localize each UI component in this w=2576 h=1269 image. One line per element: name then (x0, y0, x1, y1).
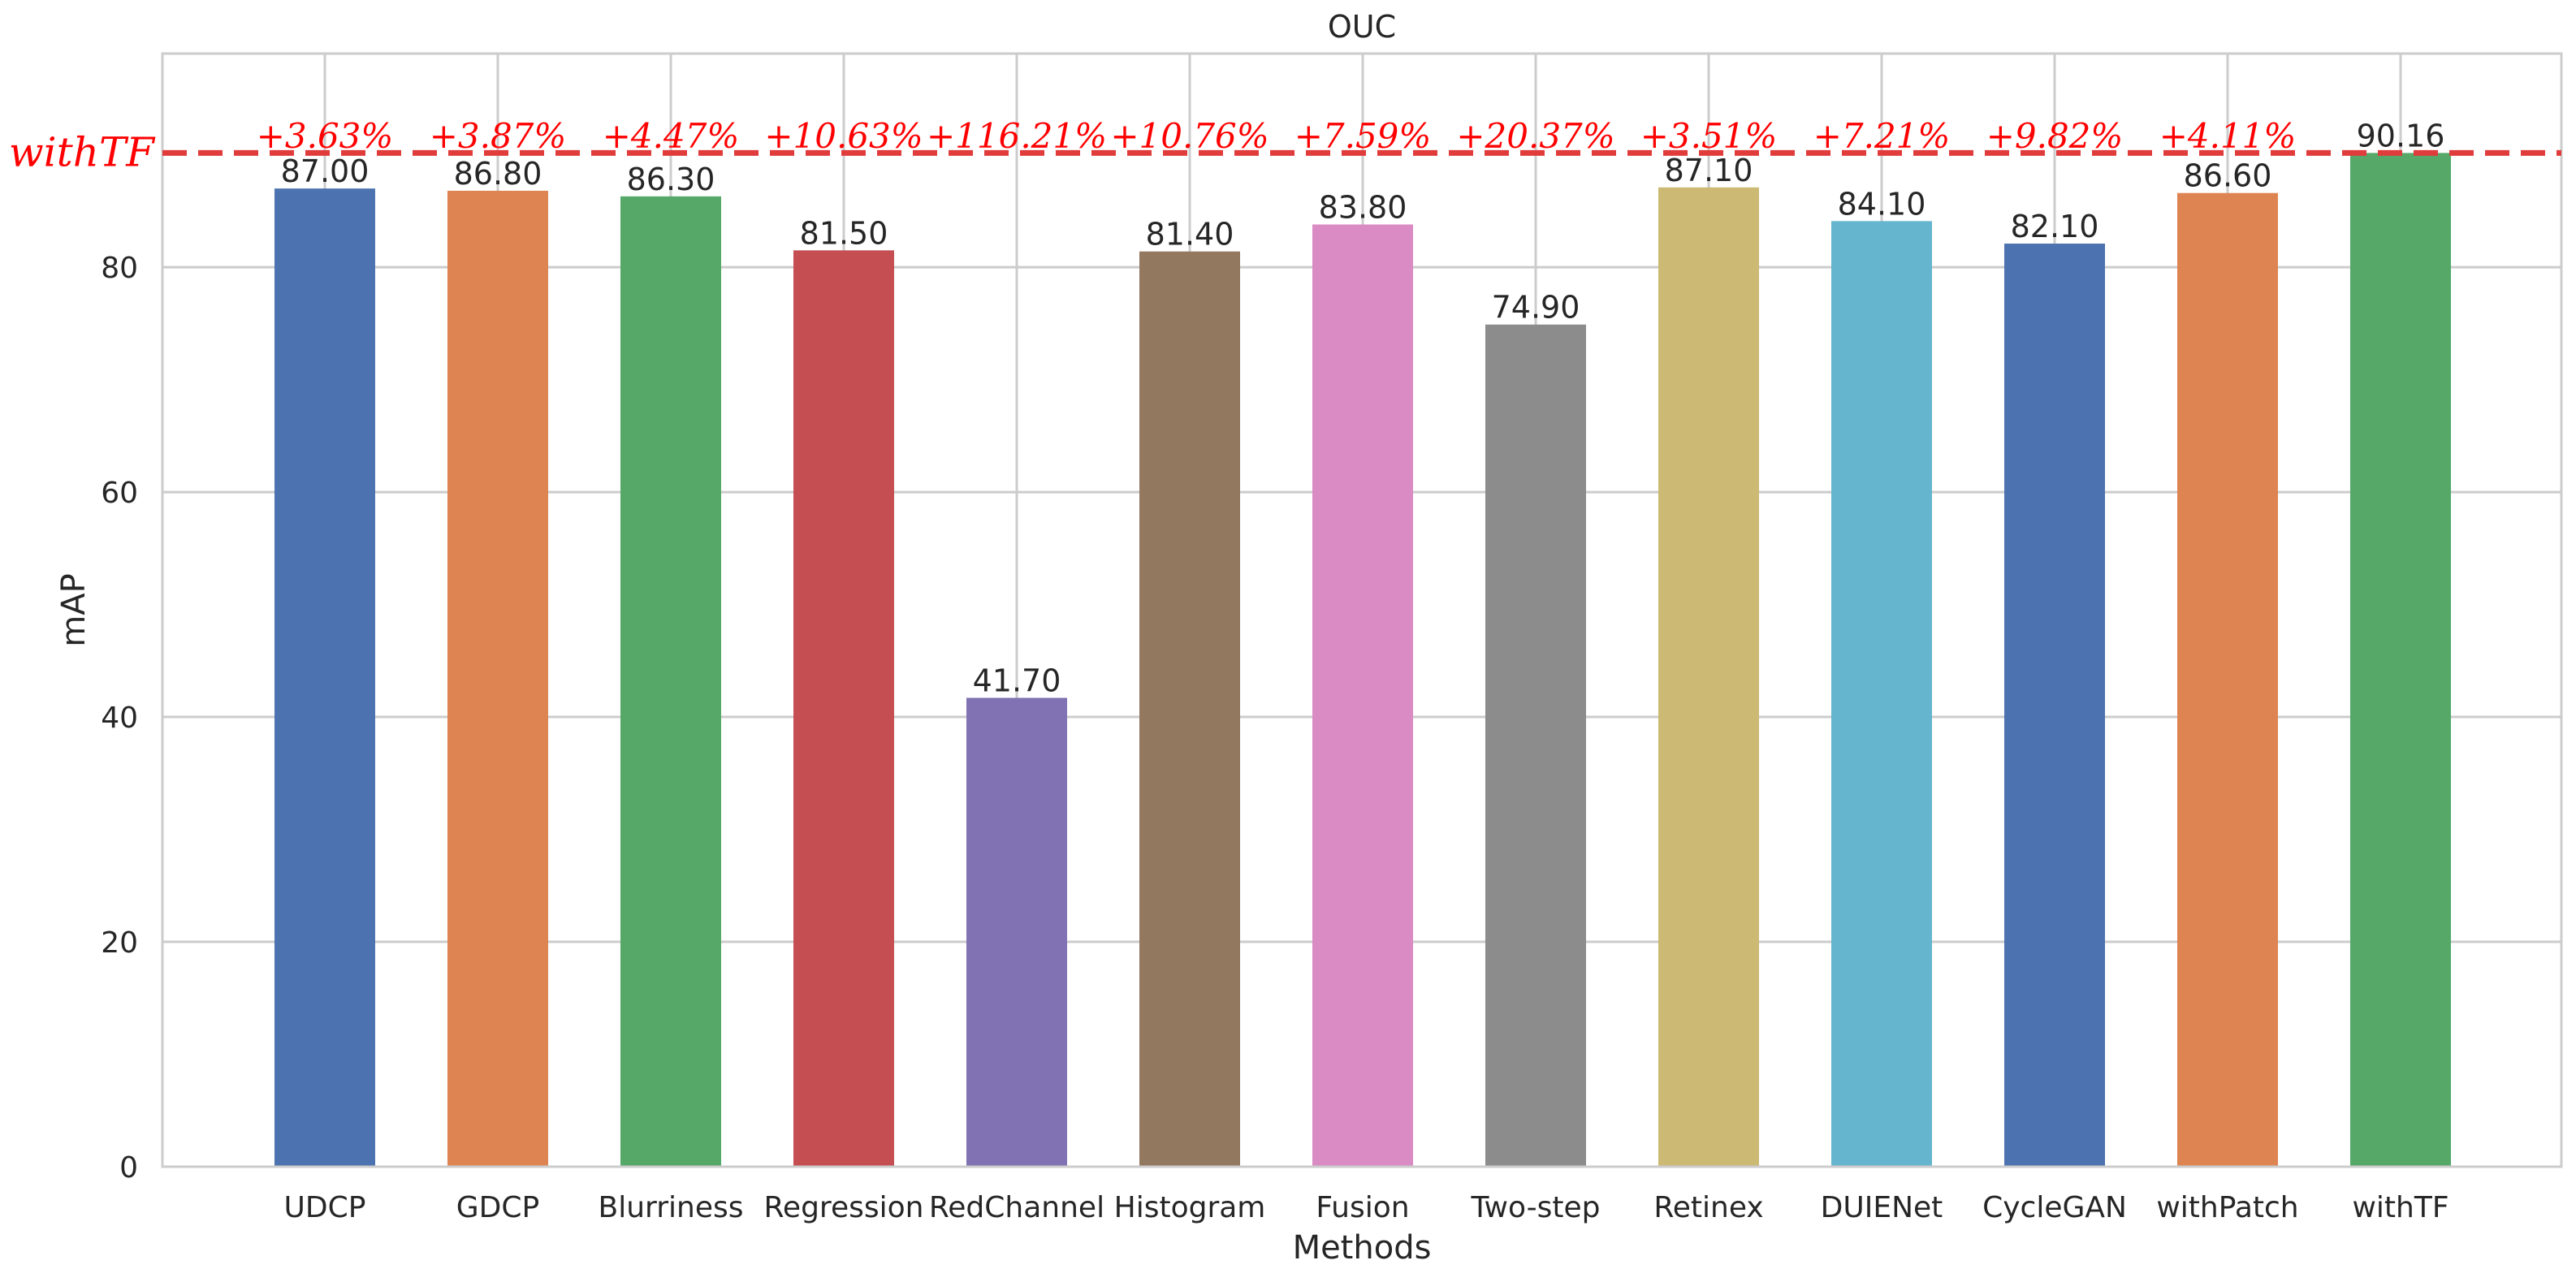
improvement-label: +20.37% (1456, 116, 1614, 156)
improvement-label: +9.82% (1986, 116, 2124, 156)
x-tick-label: RedChannel (929, 1191, 1104, 1224)
bar (1658, 187, 1759, 1167)
y-tick-label: 60 (101, 477, 138, 510)
x-tick-label: UDCP (284, 1191, 366, 1224)
tick-labels: 0 20 40 60 80 UDCP GDCP Blurriness Regression Red… (101, 252, 2448, 1224)
data-label: 84.10 (1838, 186, 1926, 222)
bar (274, 188, 375, 1167)
y-tick-label: 40 (101, 701, 138, 735)
data-label: 86.30 (627, 162, 715, 197)
data-label: 90.16 (2357, 118, 2445, 153)
bar (1139, 251, 1240, 1167)
x-tick-label: Regression (764, 1191, 924, 1224)
data-label: 83.80 (1319, 189, 1407, 225)
x-tick-label: Histogram (1114, 1191, 1266, 1224)
reference-line-label: withTF (9, 128, 156, 175)
data-label: 86.60 (2184, 158, 2272, 194)
data-label: 81.50 (800, 215, 888, 251)
improvement-label: +3.63% (257, 116, 394, 156)
x-tick-label: Blurriness (599, 1191, 744, 1224)
data-label: 41.70 (973, 663, 1061, 699)
data-label: 87.10 (1665, 153, 1753, 188)
bar (447, 190, 548, 1167)
bar (2350, 153, 2451, 1167)
value-labels: 87.00 86.80 86.30 81.50 41.70 81.40 83.80 74.90… (281, 118, 2445, 698)
x-tick-label: CycleGAN (1982, 1191, 2127, 1224)
y-tick-label: 80 (101, 252, 138, 285)
bar (1831, 221, 1932, 1168)
improvement-label: +3.51% (1640, 116, 1778, 156)
improvement-labels: +3.63% +3.87% +4.47% +10.63% +116.21% +10.76%… (257, 116, 2297, 156)
plot-frame (161, 52, 2563, 1168)
bar (966, 697, 1067, 1167)
improvement-label: +116.21% (927, 116, 1107, 156)
x-tick-label: DUIENet (1821, 1191, 1943, 1224)
improvement-label: +10.76% (1110, 116, 1269, 156)
bar (1485, 324, 1586, 1167)
improvement-label: +4.11% (2159, 116, 2297, 156)
bar (1312, 224, 1413, 1168)
y-tick-label: 0 (119, 1151, 138, 1185)
bar (2004, 244, 2105, 1167)
x-tick-label: withTF (2352, 1191, 2448, 1224)
improvement-label: +4.47% (603, 116, 740, 156)
x-axis-title: Methods (1293, 1229, 1432, 1267)
bar (2177, 192, 2278, 1168)
bars (274, 153, 2451, 1168)
y-tick-label: 20 (101, 926, 138, 960)
data-label: 81.40 (1146, 217, 1234, 253)
improvement-label: +7.59% (1294, 116, 1432, 156)
data-label: 86.80 (454, 156, 542, 192)
data-label: 87.00 (281, 153, 370, 189)
x-tick-label: Retinex (1653, 1191, 1763, 1224)
data-label: 82.10 (2011, 209, 2099, 244)
improvement-label: +3.87% (430, 116, 567, 156)
data-label: 74.90 (1492, 290, 1580, 326)
improvement-label: +10.63% (764, 116, 923, 156)
bar (620, 196, 721, 1168)
x-tick-label: GDCP (456, 1191, 539, 1224)
x-tick-label: Two-step (1470, 1191, 1600, 1224)
improvement-label: +7.21% (1813, 116, 1951, 156)
y-axis-title: mAP (55, 573, 93, 646)
x-tick-label: Fusion (1316, 1191, 1409, 1224)
chart-title: OUC (1328, 9, 1396, 45)
bar (793, 250, 894, 1167)
x-tick-label: withPatch (2156, 1191, 2298, 1224)
